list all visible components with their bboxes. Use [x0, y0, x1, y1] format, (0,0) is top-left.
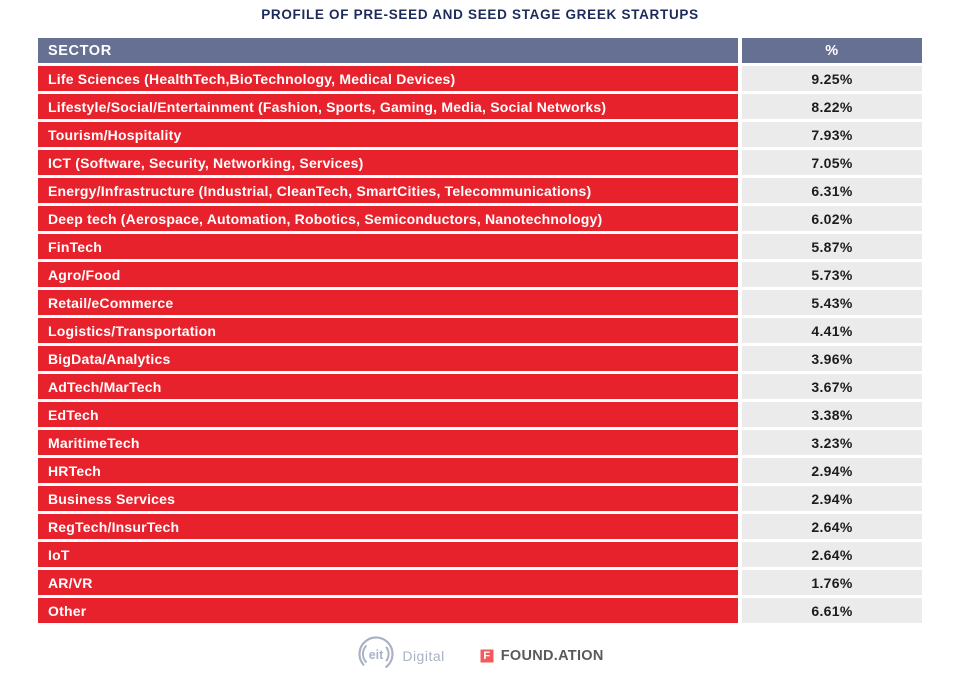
table-row: AR/VR 1.76%: [38, 570, 922, 595]
sector-cell: RegTech/InsurTech: [38, 514, 738, 539]
percent-cell: 3.38%: [742, 402, 922, 427]
table-row: Other 6.61%: [38, 598, 922, 623]
sector-cell: Life Sciences (HealthTech,BioTechnology,…: [38, 66, 738, 91]
percent-cell: 5.87%: [742, 234, 922, 259]
percent-cell: 4.41%: [742, 318, 922, 343]
table-row: MaritimeTech 3.23%: [38, 430, 922, 455]
sector-cell: AdTech/MarTech: [38, 374, 738, 399]
percent-cell: 2.94%: [742, 486, 922, 511]
sector-cell: EdTech: [38, 402, 738, 427]
percent-cell: 3.23%: [742, 430, 922, 455]
percent-cell: 1.76%: [742, 570, 922, 595]
sector-cell: AR/VR: [38, 570, 738, 595]
percent-cell: 5.73%: [742, 262, 922, 287]
eit-digital-label: Digital: [402, 648, 445, 664]
percent-cell: 5.43%: [742, 290, 922, 315]
percent-cell: 8.22%: [742, 94, 922, 119]
table-header-row: SECTOR %: [38, 38, 922, 63]
header-cell-sector: SECTOR: [38, 38, 738, 63]
table-row: Lifestyle/Social/Entertainment (Fashion,…: [38, 94, 922, 119]
sector-table: SECTOR % Life Sciences (HealthTech,BioTe…: [38, 38, 922, 626]
table-row: Life Sciences (HealthTech,BioTechnology,…: [38, 66, 922, 91]
table-row: EdTech 3.38%: [38, 402, 922, 427]
percent-cell: 6.02%: [742, 206, 922, 231]
table-row: Energy/Infrastructure (Industrial, Clean…: [38, 178, 922, 203]
table-row: HRTech 2.94%: [38, 458, 922, 483]
footer-logos: eit Digital F FOUND.ATION: [0, 633, 960, 679]
foundation-logo: F FOUND.ATION: [478, 648, 604, 664]
table-row: Tourism/Hospitality 7.93%: [38, 122, 922, 147]
sector-cell: Other: [38, 598, 738, 623]
table-row: Retail/eCommerce 5.43%: [38, 290, 922, 315]
sector-cell: Lifestyle/Social/Entertainment (Fashion,…: [38, 94, 738, 119]
percent-cell: 3.96%: [742, 346, 922, 371]
table-row: AdTech/MarTech 3.67%: [38, 374, 922, 399]
page-title: PROFILE OF PRE-SEED AND SEED STAGE GREEK…: [261, 7, 699, 22]
sector-cell: FinTech: [38, 234, 738, 259]
table-row: IoT 2.64%: [38, 542, 922, 567]
table-row: RegTech/InsurTech 2.64%: [38, 514, 922, 539]
sector-cell: MaritimeTech: [38, 430, 738, 455]
table-row: Logistics/Transportation 4.41%: [38, 318, 922, 343]
percent-cell: 2.64%: [742, 542, 922, 567]
table-row: Deep tech (Aerospace, Automation, Roboti…: [38, 206, 922, 231]
sector-cell: Agro/Food: [38, 262, 738, 287]
eit-logo-text: eit: [369, 648, 384, 662]
sector-cell: Business Services: [38, 486, 738, 511]
table-row: Agro/Food 5.73%: [38, 262, 922, 287]
sector-cell: Logistics/Transportation: [38, 318, 738, 343]
percent-cell: 9.25%: [742, 66, 922, 91]
eit-logo-icon: eit: [356, 634, 396, 679]
sector-cell: Retail/eCommerce: [38, 290, 738, 315]
percent-cell: 7.93%: [742, 122, 922, 147]
table-row: BigData/Analytics 3.96%: [38, 346, 922, 371]
header-cell-percent: %: [742, 38, 922, 63]
percent-cell: 7.05%: [742, 150, 922, 175]
table-row: ICT (Software, Security, Networking, Ser…: [38, 150, 922, 175]
sector-cell: ICT (Software, Security, Networking, Ser…: [38, 150, 738, 175]
sector-cell: Tourism/Hospitality: [38, 122, 738, 147]
table-row: FinTech 5.87%: [38, 234, 922, 259]
table-row: Business Services 2.94%: [38, 486, 922, 511]
sector-cell: BigData/Analytics: [38, 346, 738, 371]
percent-cell: 2.94%: [742, 458, 922, 483]
percent-cell: 6.31%: [742, 178, 922, 203]
sector-cell: HRTech: [38, 458, 738, 483]
sector-cell: IoT: [38, 542, 738, 567]
sector-cell: Deep tech (Aerospace, Automation, Roboti…: [38, 206, 738, 231]
percent-cell: 2.64%: [742, 514, 922, 539]
eit-digital-logo: eit Digital: [356, 634, 444, 679]
percent-cell: 3.67%: [742, 374, 922, 399]
percent-cell: 6.61%: [742, 598, 922, 623]
foundation-logo-icon: F: [478, 648, 495, 664]
foundation-label: FOUND.ATION: [500, 648, 604, 664]
sector-cell: Energy/Infrastructure (Industrial, Clean…: [38, 178, 738, 203]
